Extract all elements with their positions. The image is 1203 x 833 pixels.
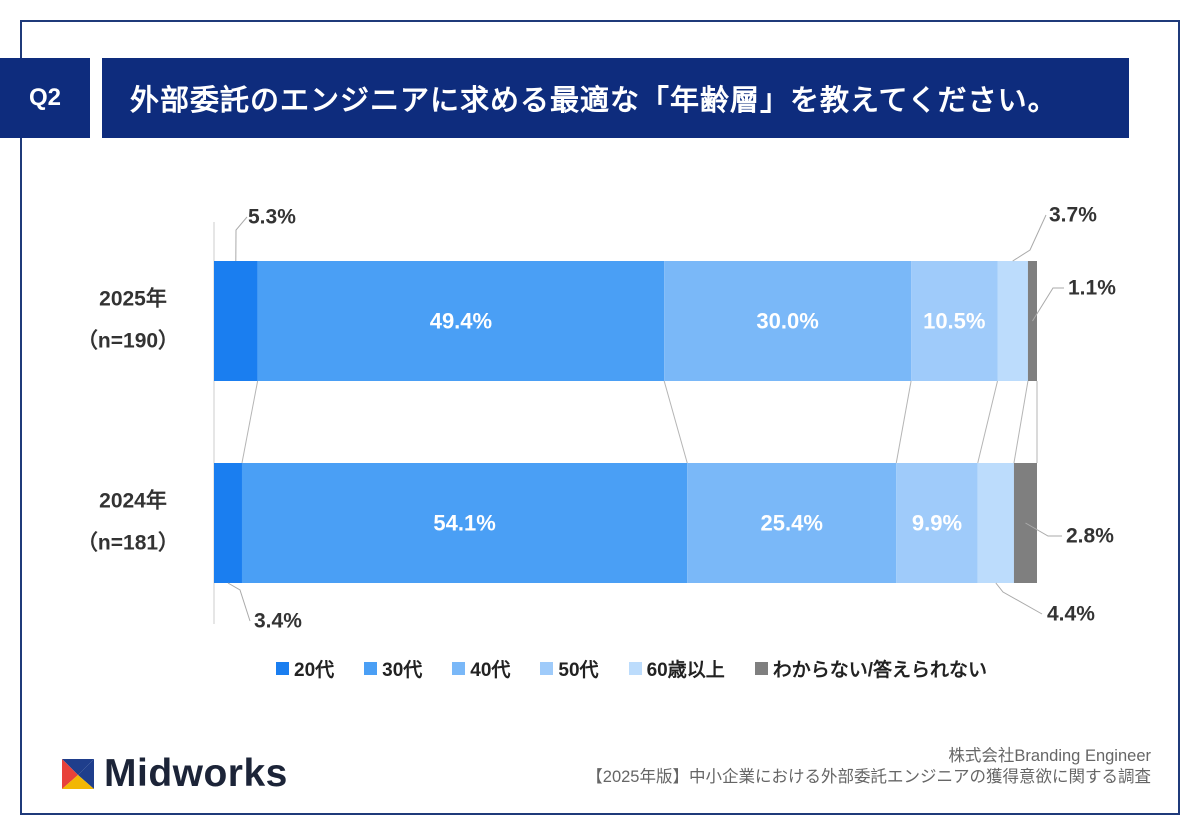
data-label: 30.0% [756, 309, 818, 334]
legend-item: 40代 [452, 655, 510, 682]
legend-item: 30代 [364, 655, 422, 682]
bar-segment [977, 463, 1014, 583]
leader-line [1032, 287, 1064, 322]
chart-frame [20, 20, 1180, 815]
legend-swatch [540, 661, 554, 675]
connector-line [663, 380, 688, 464]
data-label: 4.4% [1047, 603, 1095, 626]
credit-company: 株式会社Branding Engineer [948, 747, 1151, 765]
legend-item: 50代 [540, 655, 599, 682]
leader-line [227, 582, 251, 622]
data-label: 3.7% [1049, 204, 1097, 227]
chart-legend: 20代 30代 40代 50代 60歳以上 わからない/答えられない [276, 655, 987, 682]
connector-line [241, 380, 259, 464]
data-label: 3.4% [254, 610, 302, 633]
bar-segment [214, 463, 242, 583]
legend-label: 50代 [558, 659, 599, 681]
legend-item: 20代 [276, 655, 334, 682]
logo-wordmark: Midworks [104, 752, 288, 795]
category-label: 2025年 [99, 287, 167, 311]
bar-segment [257, 261, 665, 381]
question-title: 外部委託のエンジニアに求める最適な「年齢層」を教えてください。 [102, 58, 1129, 138]
legend-item: わからない/答えられない [754, 655, 987, 682]
legend-swatch [754, 661, 768, 675]
legend-label: わからない/答えられない [772, 659, 987, 681]
legend-label: 30代 [382, 659, 423, 681]
data-label: 54.1% [433, 511, 495, 536]
bar-segment [214, 261, 258, 381]
legend-swatch [276, 661, 289, 675]
legend-swatch [452, 661, 466, 675]
data-label: 10.5% [923, 309, 985, 334]
connector-line [977, 380, 998, 464]
category-sample-size: （n=190） [77, 329, 179, 353]
data-label: 5.3% [248, 206, 296, 229]
bar-segment [997, 261, 1028, 381]
midworks-logo-icon [62, 759, 94, 789]
source-credit: 株式会社Branding Engineer 【2025年版】中小企業における外部… [586, 746, 1151, 788]
legend-swatch [628, 661, 642, 675]
question-number-badge: Q2 [0, 58, 90, 138]
legend-label: 40代 [470, 659, 511, 681]
bar-segment [241, 463, 688, 583]
data-label: 2.8% [1066, 525, 1114, 548]
credit-survey-title: 【2025年版】中小企業における外部委託エンジニアの獲得意欲に関する調査 [586, 768, 1151, 786]
connector-line [895, 380, 912, 464]
legend-swatch [364, 661, 378, 675]
legend-label: 60歳以上 [646, 659, 725, 681]
leader-line [1012, 214, 1047, 262]
midworks-logo: Midworks [60, 752, 288, 796]
data-label: 25.4% [761, 511, 823, 536]
data-label: 1.1% [1068, 277, 1116, 300]
leader-line [995, 582, 1043, 615]
bar-segment [911, 261, 998, 381]
leader-line [1025, 522, 1062, 537]
category-label: 2024年 [99, 489, 167, 513]
connector-line [1013, 380, 1029, 464]
legend-item: 60歳以上 [628, 655, 725, 682]
bar-segment [664, 261, 912, 381]
category-sample-size: （n=181） [77, 531, 179, 555]
leader-line [235, 216, 248, 262]
legend-label: 20代 [294, 659, 335, 681]
data-label: 9.9% [912, 511, 962, 536]
bar-segment [896, 463, 978, 583]
data-label: 49.4% [430, 309, 492, 334]
bar-segment [687, 463, 897, 583]
